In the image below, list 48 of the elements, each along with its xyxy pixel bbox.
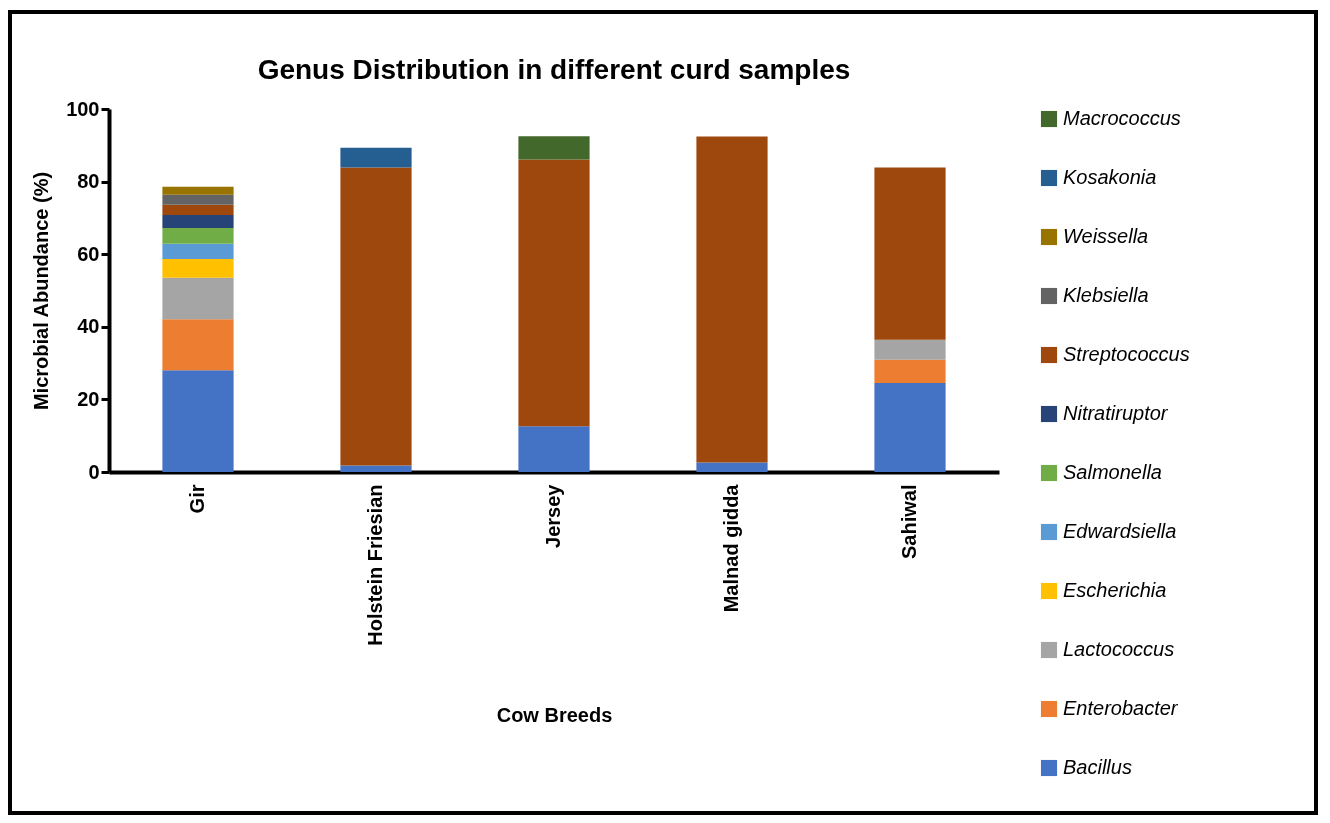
bar [340,147,412,168]
bar [874,339,946,360]
x-tick-label: Malnad gidda [720,483,742,613]
chart-title: Genus Distribution in different curd samples [257,54,851,85]
bar [162,204,234,215]
bar [162,370,234,472]
y-tick-label: 40 [77,315,100,338]
y-tick-label: 60 [77,242,100,265]
bar [340,167,412,466]
bar [874,359,946,384]
bar [518,136,590,160]
bar [162,277,234,320]
legend-label: Kosakonia [1063,166,1157,188]
legend-label: Macrococcus [1063,107,1181,129]
bar [162,243,234,259]
bar [162,194,234,205]
bar [340,465,412,472]
bar [696,136,768,463]
bar [518,159,590,427]
legend-label: Enterobacter [1063,697,1179,719]
x-tick-label: Holstein Friesian [364,484,386,646]
legend-label: Streptococcus [1063,343,1190,365]
x-tick-label: Jersey [542,483,564,548]
y-tick-label: 0 [88,460,100,483]
y-tick-label: 20 [77,387,100,410]
bar [162,228,234,244]
x-axis-title: Cow Breeds [496,703,613,726]
bar [696,462,768,472]
bar [874,383,946,472]
bar [162,186,234,195]
bar [874,167,946,340]
x-tick-label: Sahiwal [898,484,920,559]
legend-label: Edwardsiella [1063,520,1177,542]
legend-label: Weissella [1063,225,1149,247]
legend-label: Salmonella [1063,461,1162,483]
y-tick-label: 100 [66,97,100,120]
legend-label: Nitratiruptor [1063,402,1169,424]
legend-label: Klebsiella [1063,284,1149,306]
legend-label: Escherichia [1063,579,1167,601]
y-axis-title: Microbial Abundance (%) [30,171,53,411]
y-tick-label: 80 [77,170,100,193]
legend-label: Bacillus [1063,756,1132,778]
bar [162,215,234,229]
legend-label: Lactococcus [1063,638,1175,660]
x-tick-label: Gir [186,484,208,514]
bar [518,426,590,472]
bar [162,258,234,278]
bar [162,319,234,371]
